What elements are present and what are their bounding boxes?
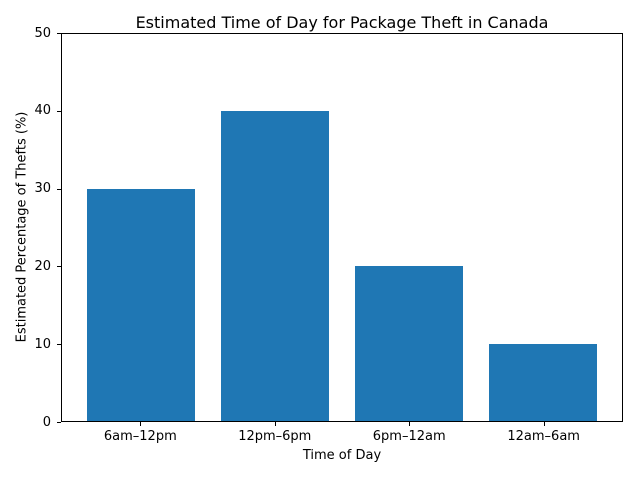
x-axis-tick	[140, 422, 142, 426]
x-axis-tick	[274, 422, 276, 426]
x-tick-label: 12am–6am	[507, 429, 580, 444]
x-tick-label: 6pm–12am	[372, 429, 446, 444]
x-tick-label: 12pm–6pm	[238, 429, 312, 444]
y-tick-label: 20	[34, 258, 51, 274]
bar	[221, 111, 329, 421]
y-axis-tick	[57, 188, 61, 190]
y-tick-label: 30	[34, 181, 51, 197]
chart-title: Estimated Time of Day for Package Theft …	[135, 13, 549, 32]
y-axis-tick	[57, 344, 61, 346]
x-axis-tick	[543, 422, 545, 426]
y-axis-tick	[57, 266, 61, 268]
bar	[87, 188, 195, 421]
x-axis-label: Time of Day	[302, 448, 382, 463]
y-tick-label: 0	[42, 414, 51, 430]
x-tick-label: 6am–12pm	[103, 429, 177, 444]
y-tick-label: 50	[34, 25, 51, 41]
bar	[355, 266, 463, 421]
y-axis-tick	[57, 422, 61, 423]
y-axis-tick	[57, 33, 61, 34]
y-tick-label: 10	[34, 336, 51, 352]
y-tick-label: 40	[34, 103, 51, 119]
bar	[489, 343, 597, 421]
plot-area	[61, 33, 623, 422]
x-axis-tick	[409, 422, 411, 426]
y-axis-tick	[57, 110, 61, 112]
y-axis-label: Estimated Percentage of Thefts (%)	[14, 111, 30, 343]
